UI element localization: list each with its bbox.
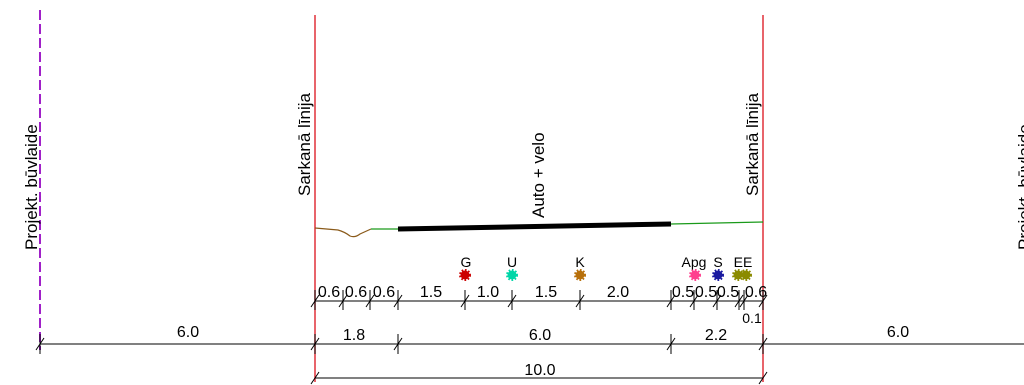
dim-row2-3: 2.2 [705, 327, 727, 344]
utility-apg-label: Apg [682, 254, 707, 270]
dim-row2-0: 6.0 [177, 324, 199, 341]
utility-s: S [712, 254, 724, 281]
dim-extra: 0.1 [742, 310, 762, 326]
dim-row2-1: 1.8 [343, 327, 365, 344]
dim-row1-4: 1.0 [477, 284, 499, 301]
dim-row2-4: 6.0 [887, 324, 909, 341]
utility-g-marker [459, 269, 471, 281]
utility-u-label: U [507, 254, 517, 270]
ground-profile-green-right [670, 221, 764, 225]
dim-total: 10.0 [524, 362, 555, 379]
red-line-left-label: Sarkanā līnija [295, 92, 314, 196]
road-surface [397, 221, 672, 232]
utility-s-marker [712, 269, 724, 281]
dim-row1-7: 0.5 [672, 284, 694, 301]
dim-row1-1: 0.6 [345, 284, 367, 301]
dimension-row-1: 0.6 0.6 0.6 1.5 1.0 1.5 2.0 0.5 0.5 0.5 … [310, 284, 768, 326]
dimension-total: 10.0 [310, 362, 768, 385]
dimension-row-1-ticks [310, 290, 768, 310]
utility-apg-marker [689, 269, 701, 281]
dim-row1-0: 0.6 [318, 284, 340, 301]
dim-row1-6: 2.0 [607, 284, 629, 301]
utility-ee-label: EE [734, 254, 753, 270]
red-line-right-label: Sarkanā līnija [743, 92, 762, 196]
dim-row1-3: 1.5 [420, 284, 442, 301]
utility-k-label: K [575, 254, 585, 270]
utility-k-marker [574, 269, 586, 281]
dimension-row-2: 6.0 1.8 6.0 2.2 6.0 [35, 324, 1024, 354]
building-line-left-label: Projekt. būvlaide [22, 124, 41, 250]
utility-apg: Apg [682, 254, 707, 281]
utility-g-label: G [461, 254, 472, 270]
utility-ee-marker-2 [740, 269, 752, 281]
dim-row1-10: 0.6 [745, 284, 767, 301]
dim-row1-9: 0.5 [717, 284, 739, 301]
utility-s-label: S [713, 254, 722, 270]
utility-u: U [506, 254, 518, 281]
utility-ee: EE [732, 254, 753, 281]
utility-u-marker [506, 269, 518, 281]
utility-g: G [459, 254, 472, 281]
dim-row1-8: 0.5 [695, 284, 717, 301]
dim-row1-5: 1.5 [535, 284, 557, 301]
utility-k: K [574, 254, 586, 281]
dimension-row-2-ticks [35, 334, 768, 354]
road-label: Auto + velo [529, 132, 548, 218]
dim-row2-2: 6.0 [529, 327, 551, 344]
building-line-right-label: Projekt. būvlaide [1015, 124, 1024, 250]
ground-profile-left [314, 227, 372, 238]
dim-row1-2: 0.6 [373, 284, 395, 301]
